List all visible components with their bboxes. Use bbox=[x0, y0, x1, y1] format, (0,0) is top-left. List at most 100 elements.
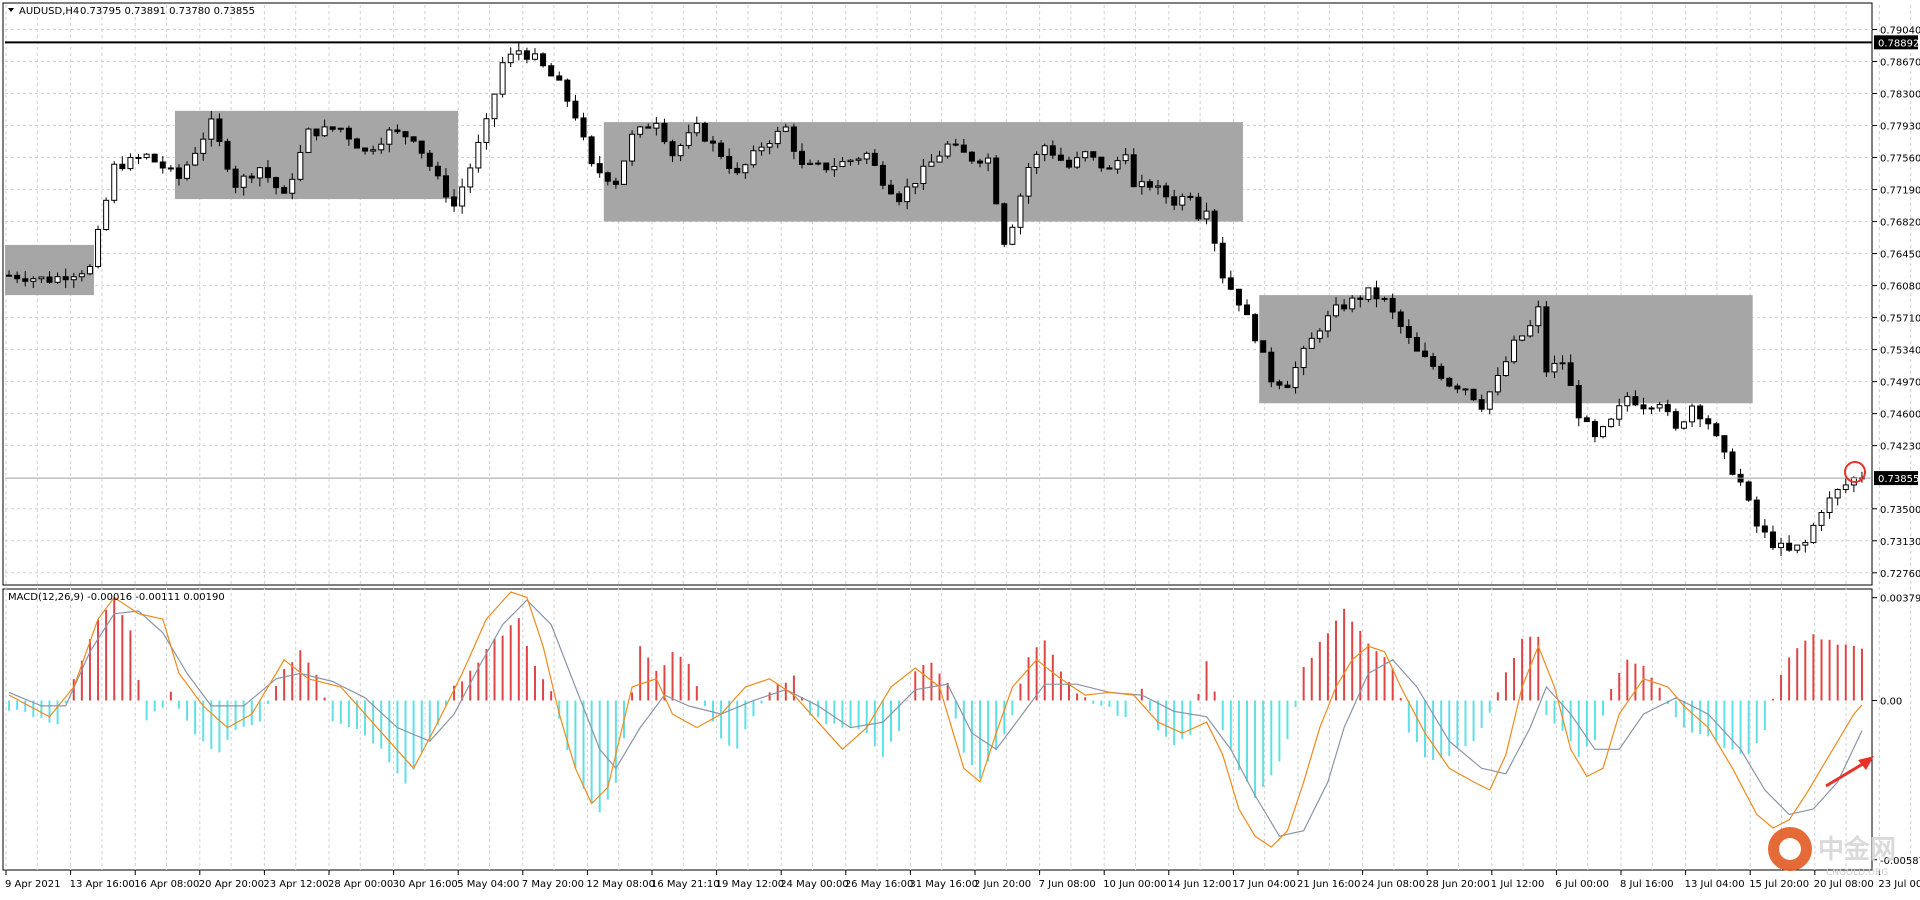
candle-body bbox=[1252, 314, 1259, 342]
candle-body bbox=[847, 159, 854, 163]
candle-body bbox=[1810, 524, 1817, 544]
candle-body bbox=[410, 136, 417, 142]
time-tick-label: 13 Apr 16:00 bbox=[70, 879, 135, 890]
candle-body bbox=[151, 153, 158, 163]
candle-body bbox=[167, 167, 174, 170]
candle-body bbox=[426, 152, 433, 167]
candle-body bbox=[1106, 167, 1113, 170]
candle-body bbox=[1260, 340, 1267, 353]
candle-body bbox=[353, 138, 360, 149]
candle-body bbox=[653, 122, 660, 129]
candle-body bbox=[1333, 304, 1340, 317]
candle-body bbox=[6, 274, 13, 277]
candle-body bbox=[1357, 297, 1364, 300]
price-tick-label: 0.78670 bbox=[1880, 58, 1920, 69]
candle-body bbox=[1616, 405, 1623, 420]
candle-body bbox=[86, 266, 93, 275]
candle-body bbox=[1575, 385, 1582, 419]
time-tick-label: 19 May 12:00 bbox=[716, 879, 785, 890]
candle-body bbox=[394, 129, 401, 133]
candle-body bbox=[1025, 166, 1032, 197]
time-tick-label: 31 May 16:00 bbox=[909, 879, 978, 890]
candle-body bbox=[1430, 356, 1437, 367]
price-tick-label: 0.76450 bbox=[1880, 250, 1920, 261]
time-tick-label: 6 Jul 00:00 bbox=[1555, 879, 1609, 890]
candle-body bbox=[677, 145, 684, 157]
candle-body bbox=[1551, 362, 1558, 373]
resistance-label-box bbox=[1874, 35, 1918, 50]
candle-body bbox=[726, 155, 733, 169]
candle-body bbox=[281, 187, 288, 194]
candle-body bbox=[1713, 423, 1720, 437]
candle-body bbox=[831, 165, 838, 171]
candle-body bbox=[977, 160, 984, 164]
candle-body bbox=[1689, 405, 1696, 423]
time-tick-label: 7 Jun 08:00 bbox=[1039, 879, 1096, 890]
macd-tick-label: 0.00 bbox=[1880, 697, 1902, 708]
candle-body bbox=[896, 193, 903, 203]
price-tick-label: 0.73130 bbox=[1880, 537, 1920, 548]
candle-body bbox=[78, 273, 85, 278]
candle-body bbox=[1316, 330, 1323, 339]
current-price-label: 0.73855 bbox=[1878, 474, 1919, 485]
price-tick-label: 0.76080 bbox=[1880, 282, 1920, 293]
time-tick-label: 12 May 08:00 bbox=[586, 879, 655, 890]
candle-body bbox=[1438, 365, 1445, 379]
candle-body bbox=[256, 167, 263, 179]
candle-body bbox=[1664, 404, 1671, 413]
candle-body bbox=[863, 152, 870, 160]
candle-body bbox=[459, 186, 466, 207]
candle-body bbox=[1818, 512, 1825, 526]
candle-body bbox=[669, 141, 676, 157]
candle-body bbox=[709, 140, 716, 144]
candle-body bbox=[815, 162, 822, 165]
candle-body bbox=[1219, 242, 1226, 279]
candle-body bbox=[1527, 325, 1534, 337]
candle-body bbox=[774, 130, 781, 145]
time-tick-label: 14 Jun 12:00 bbox=[1168, 879, 1232, 890]
candle-body bbox=[1753, 499, 1760, 527]
candle-body bbox=[742, 164, 749, 174]
time-tick-label: 7 May 20:00 bbox=[522, 879, 584, 890]
candle-body bbox=[1122, 154, 1129, 162]
candle-body bbox=[612, 180, 619, 185]
macd-lines bbox=[8, 591, 1863, 848]
candle-body bbox=[1826, 497, 1833, 514]
candle-body bbox=[1276, 381, 1283, 386]
candle-body bbox=[580, 117, 587, 138]
candle-body bbox=[1066, 159, 1073, 168]
candle-body bbox=[936, 155, 943, 163]
candle-body bbox=[208, 118, 215, 140]
candle-body bbox=[887, 184, 894, 195]
candle-body bbox=[54, 276, 61, 283]
candle-body bbox=[1502, 361, 1509, 376]
candles bbox=[6, 43, 1865, 556]
price-levels: 0.78892 0.73855 bbox=[5, 35, 1919, 486]
symbol-menu-triangle-icon[interactable] bbox=[8, 8, 14, 12]
time-tick-label: 20 Apr 20:00 bbox=[199, 879, 264, 890]
candle-body bbox=[1397, 311, 1404, 327]
candle-body bbox=[483, 118, 490, 143]
candle-body bbox=[1413, 336, 1420, 352]
candle-body bbox=[1009, 226, 1016, 245]
candle-body bbox=[1721, 435, 1728, 453]
candle-body bbox=[1672, 411, 1679, 429]
candle-body bbox=[1203, 210, 1210, 220]
time-tick-label: 21 Jun 16:00 bbox=[1297, 879, 1361, 890]
candle-body bbox=[1341, 304, 1348, 310]
candle-body bbox=[1778, 542, 1785, 549]
resistance-label: 0.78892 bbox=[1878, 38, 1919, 49]
candle-body bbox=[782, 126, 789, 132]
candle-body bbox=[1761, 525, 1768, 533]
candle-body bbox=[1656, 404, 1663, 409]
price-tick-label: 0.74230 bbox=[1880, 442, 1920, 453]
candle-body bbox=[701, 123, 708, 142]
candle-body bbox=[192, 152, 199, 166]
candle-body bbox=[1697, 405, 1704, 420]
candle-body bbox=[467, 167, 474, 188]
candle-body bbox=[297, 151, 304, 180]
candle-body bbox=[855, 158, 862, 161]
price-tick-label: 0.76820 bbox=[1880, 218, 1920, 229]
time-tick-label: 16 Apr 08:00 bbox=[134, 879, 199, 890]
candle-body bbox=[38, 276, 45, 280]
